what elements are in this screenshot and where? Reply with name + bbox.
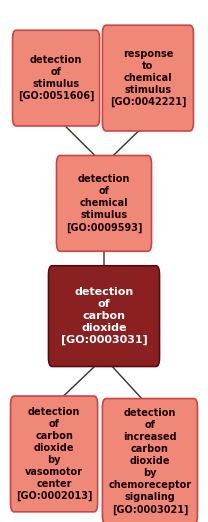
Text: detection
of
stimulus
[GO:0051606]: detection of stimulus [GO:0051606]: [18, 55, 94, 101]
FancyBboxPatch shape: [11, 396, 98, 512]
Text: response
to
chemical
stimulus
[GO:0042221]: response to chemical stimulus [GO:004222…: [110, 49, 186, 107]
FancyBboxPatch shape: [102, 25, 193, 131]
Text: detection
of
carbon
dioxide
by
vasomotor
center
[GO:0002013]: detection of carbon dioxide by vasomotor…: [16, 407, 92, 501]
FancyBboxPatch shape: [12, 30, 100, 126]
Text: detection
of
carbon
dioxide
[GO:0003031]: detection of carbon dioxide [GO:0003031]: [61, 287, 147, 345]
Text: detection
of
increased
carbon
dioxide
by
chemoreceptor
signaling
[GO:0003021]: detection of increased carbon dioxide by…: [108, 408, 192, 515]
FancyBboxPatch shape: [102, 399, 197, 522]
FancyBboxPatch shape: [48, 266, 160, 366]
FancyBboxPatch shape: [57, 156, 151, 251]
Text: detection
of
chemical
stimulus
[GO:0009593]: detection of chemical stimulus [GO:00095…: [66, 174, 142, 232]
